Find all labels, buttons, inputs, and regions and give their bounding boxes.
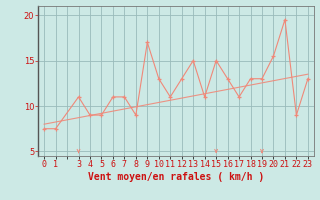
X-axis label: Vent moyen/en rafales ( km/h ): Vent moyen/en rafales ( km/h ) bbox=[88, 172, 264, 182]
